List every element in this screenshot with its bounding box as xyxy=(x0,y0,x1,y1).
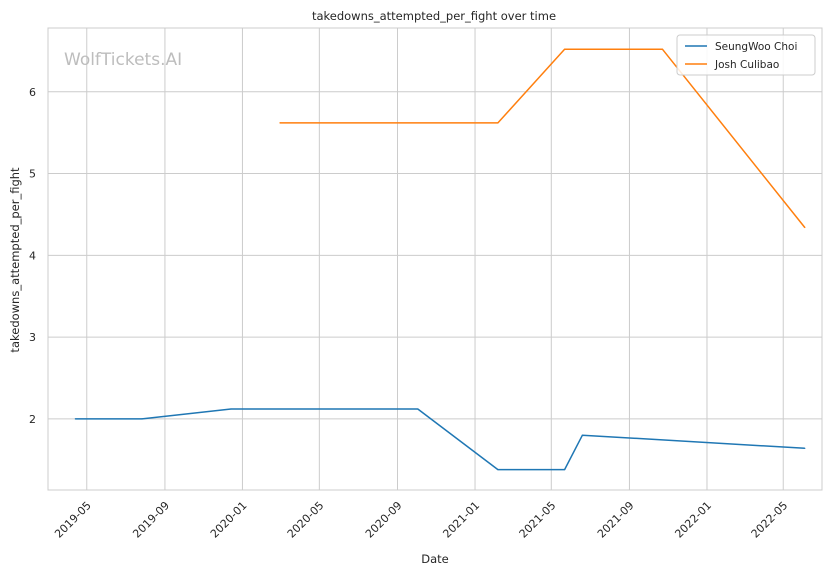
data-point xyxy=(230,408,232,410)
y-tick-label: 5 xyxy=(29,168,36,181)
y-tick-label: 2 xyxy=(29,413,36,426)
watermark: WolfTickets.AI xyxy=(64,50,182,70)
data-point xyxy=(804,226,806,229)
legend-label: SeungWoo Choi xyxy=(715,41,797,53)
y-axis-label: takedowns_attempted_per_fight xyxy=(8,167,22,353)
data-point xyxy=(279,122,281,124)
plot-frame xyxy=(47,27,823,491)
data-point xyxy=(141,418,143,420)
chart-title: takedowns_attempted_per_fight over time xyxy=(312,9,556,23)
legend-box xyxy=(676,34,816,76)
y-tick-label: 4 xyxy=(29,249,36,262)
data-point xyxy=(74,418,76,420)
plot-area xyxy=(48,28,822,490)
data-point xyxy=(661,48,664,50)
y-tick-label: 6 xyxy=(29,86,36,99)
legend-label: Josh Culibao xyxy=(714,59,779,71)
data-point xyxy=(804,447,806,449)
data-point xyxy=(581,434,584,436)
data-point xyxy=(497,122,499,124)
series-lines xyxy=(74,48,806,471)
data-point xyxy=(497,468,499,471)
legend: SeungWoo Choi Josh Culibao xyxy=(676,34,816,76)
x-axis-label: Date xyxy=(421,552,449,566)
data-point xyxy=(417,408,419,410)
y-axis-ticks: 2 3 4 5 6 xyxy=(29,86,36,426)
data-point xyxy=(564,468,566,471)
series-line xyxy=(75,408,805,471)
y-tick-label: 3 xyxy=(29,331,36,344)
data-point xyxy=(564,48,566,50)
